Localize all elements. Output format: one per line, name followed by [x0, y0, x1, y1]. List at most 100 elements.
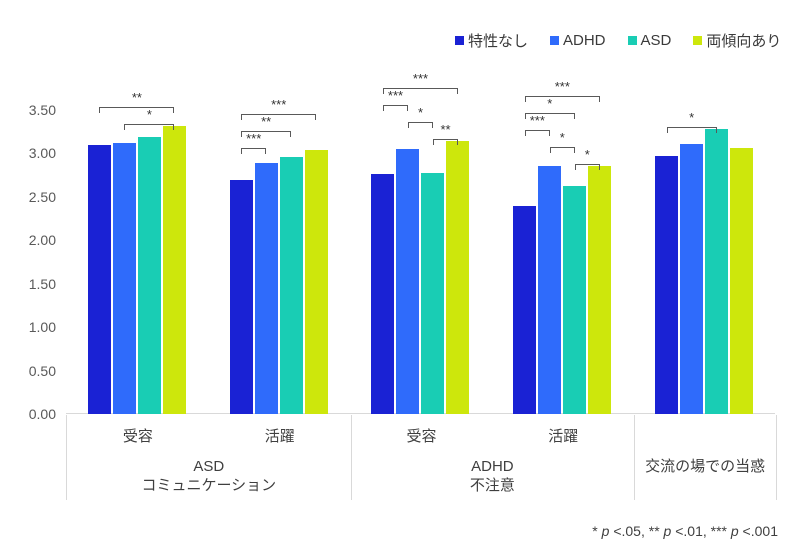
bracket-line	[99, 106, 175, 108]
legend-item-1[interactable]: 特性なし	[455, 30, 528, 51]
bar[interactable]	[446, 141, 470, 414]
significance-label: *	[689, 110, 695, 126]
significance-label: ***	[271, 96, 287, 112]
bracket-line	[524, 95, 600, 97]
bracket-cap-right	[407, 105, 408, 112]
axis-baseline	[66, 413, 775, 414]
legend-label: 両傾向あり	[706, 33, 782, 50]
bars	[655, 110, 754, 414]
category-axis: 受容 活躍 受容 活躍 ASD コミュニケーション ADHD 不注意 交流の場での当惑	[66, 415, 777, 500]
bracket-cap-right	[457, 139, 458, 146]
legend-swatch-icon	[455, 36, 464, 45]
bar[interactable]	[229, 180, 253, 414]
bar[interactable]	[563, 186, 587, 414]
bar[interactable]	[371, 174, 395, 414]
significance-bracket: **	[99, 90, 175, 115]
y-axis-tick-label: 0.50	[28, 362, 56, 379]
bar[interactable]	[304, 149, 328, 414]
category-section-label: 交流の場での当惑	[634, 457, 776, 495]
significance-bracket: ***	[383, 89, 408, 113]
y-axis-tick-label: 0.00	[28, 406, 56, 422]
section-label-line1: ADHD	[471, 458, 514, 475]
bar-group-1	[66, 110, 208, 414]
significance-label: ***	[529, 112, 545, 128]
y-axis-tick-label: 3.50	[28, 102, 56, 118]
significance-bracket: *	[524, 96, 575, 121]
significance-bracket: ***	[524, 79, 600, 104]
bracket-line	[241, 113, 317, 115]
significance-bracket: ***	[241, 131, 267, 156]
bar[interactable]	[396, 149, 420, 414]
bracket-line	[666, 127, 717, 129]
bracket-line	[383, 105, 408, 107]
legend-label: 特性なし	[468, 33, 529, 50]
bracket-line	[383, 88, 458, 90]
bracket-cap-right	[432, 122, 433, 129]
bracket-cap-left	[383, 88, 384, 95]
bracket-cap-left	[408, 122, 409, 129]
category-sublabel	[634, 415, 776, 446]
significance-bracket: *	[574, 147, 600, 172]
bar[interactable]	[421, 172, 445, 414]
legend-swatch-icon	[693, 36, 703, 45]
significance-footnote: * p <.05, ** p <.01, *** p <.001	[592, 523, 778, 539]
significance-bracket: *	[549, 130, 575, 155]
bar[interactable]	[279, 156, 303, 414]
bracket-line	[549, 146, 575, 148]
bracket-cap-right	[598, 95, 600, 102]
y-axis: 0.00 0.50 1.00 1.50 2.00 2.50 3.00 3.50	[0, 0, 66, 553]
bracket-line	[408, 122, 433, 124]
bracket-cap-left	[124, 123, 126, 130]
bar[interactable]	[112, 143, 136, 414]
significance-bracket: ***	[241, 97, 317, 122]
legend-item-4[interactable]: 両傾向あり	[693, 30, 781, 51]
category-separator	[634, 415, 636, 500]
plot-area: ** * *** ** *** *** *** * ** *** * *** * * *	[66, 72, 775, 414]
bar[interactable]	[162, 125, 186, 414]
bar[interactable]	[87, 144, 111, 414]
bar[interactable]	[588, 165, 612, 414]
bar[interactable]	[137, 136, 161, 414]
bracket-line	[433, 139, 458, 141]
bracket-cap-right	[173, 123, 175, 130]
bracket-cap-left	[383, 105, 384, 112]
bar[interactable]	[730, 148, 754, 414]
bracket-cap-left	[574, 163, 576, 170]
bracket-line	[241, 130, 292, 132]
bar-group-2	[208, 110, 350, 414]
bar[interactable]	[680, 143, 704, 414]
bracket-cap-right	[290, 130, 292, 137]
legend-item-2[interactable]: ADHD	[550, 32, 606, 49]
legend-label: ASD	[640, 32, 672, 49]
significance-label: **	[440, 122, 451, 138]
y-axis-tick-label: 1.50	[28, 275, 56, 292]
bar[interactable]	[538, 166, 562, 414]
significance-bracket: ***	[524, 113, 550, 138]
bar[interactable]	[254, 162, 278, 414]
bar[interactable]	[655, 156, 679, 414]
category-sublabel: 活躍	[548, 428, 579, 445]
legend-label: ADHD	[563, 32, 606, 49]
significance-label: *	[417, 105, 424, 121]
bar[interactable]	[513, 205, 537, 414]
bracket-line	[524, 129, 550, 131]
bar[interactable]	[705, 129, 729, 414]
category-sublabel: 受容	[122, 428, 153, 445]
legend-item-3[interactable]: ASD	[627, 32, 672, 49]
bracket-cap-right	[315, 113, 317, 120]
bracket-cap-left	[241, 147, 243, 154]
significance-label: *	[547, 95, 553, 111]
significance-label: ***	[387, 88, 404, 104]
bracket-cap-left	[524, 95, 526, 102]
y-axis-tick-label: 2.50	[28, 188, 56, 205]
significance-label: **	[261, 113, 272, 129]
significance-label: **	[131, 89, 142, 105]
bars	[513, 110, 612, 414]
y-axis-tick-label: 3.00	[28, 145, 56, 162]
p-symbol: p	[730, 523, 739, 539]
bracket-cap-right	[598, 163, 600, 170]
significance-label: ***	[246, 130, 262, 146]
category-section-label: ASD コミュニケーション	[67, 457, 351, 495]
legend-swatch-icon	[627, 36, 637, 45]
